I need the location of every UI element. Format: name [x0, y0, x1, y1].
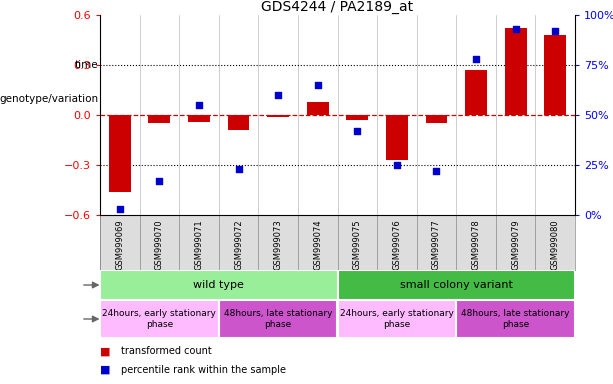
Text: percentile rank within the sample: percentile rank within the sample: [121, 365, 286, 375]
Text: GSM999080: GSM999080: [550, 219, 560, 270]
Text: time: time: [74, 60, 98, 70]
Bar: [338, 300, 456, 338]
Text: GSM999079: GSM999079: [511, 219, 520, 270]
Text: GSM999077: GSM999077: [432, 219, 441, 270]
Bar: [267, 115, 289, 117]
Text: GSM999073: GSM999073: [273, 219, 283, 270]
Text: 48hours, late stationary
phase: 48hours, late stationary phase: [462, 309, 570, 329]
Bar: [109, 115, 131, 192]
Bar: [148, 115, 170, 123]
Bar: [425, 115, 447, 123]
Text: GSM999078: GSM999078: [471, 219, 481, 270]
Bar: [504, 28, 527, 115]
Text: 24hours, early stationary
phase: 24hours, early stationary phase: [340, 309, 454, 329]
Bar: [346, 115, 368, 120]
Text: transformed count: transformed count: [121, 346, 212, 356]
Text: GSM999072: GSM999072: [234, 219, 243, 270]
Bar: [219, 300, 338, 338]
Bar: [100, 270, 338, 300]
Text: 24hours, early stationary
phase: 24hours, early stationary phase: [102, 309, 216, 329]
Text: GSM999070: GSM999070: [155, 219, 164, 270]
Text: wild type: wild type: [193, 280, 244, 290]
Bar: [100, 300, 219, 338]
Text: 48hours, late stationary
phase: 48hours, late stationary phase: [224, 309, 332, 329]
Text: GSM999069: GSM999069: [115, 219, 124, 270]
Point: [313, 82, 322, 88]
Text: GSM999071: GSM999071: [194, 219, 204, 270]
Bar: [386, 115, 408, 160]
Point: [550, 28, 560, 34]
Point: [392, 162, 402, 168]
Bar: [227, 115, 249, 130]
Point: [273, 92, 283, 98]
Text: GSM999074: GSM999074: [313, 219, 322, 270]
Bar: [465, 70, 487, 115]
Point: [194, 102, 204, 108]
Text: small colony variant: small colony variant: [400, 280, 512, 290]
Text: GSM999075: GSM999075: [353, 219, 362, 270]
Text: genotype/variation: genotype/variation: [0, 94, 98, 104]
Point: [115, 206, 124, 212]
Title: GDS4244 / PA2189_at: GDS4244 / PA2189_at: [261, 0, 414, 14]
Bar: [307, 102, 329, 115]
Point: [432, 168, 441, 174]
Bar: [456, 300, 575, 338]
Bar: [544, 35, 566, 115]
Text: GSM999076: GSM999076: [392, 219, 402, 270]
Bar: [188, 115, 210, 122]
Text: ■: ■: [100, 365, 110, 375]
Point: [352, 128, 362, 134]
Point: [471, 56, 481, 62]
Text: ■: ■: [100, 346, 110, 356]
Point: [511, 26, 520, 32]
Point: [234, 166, 243, 172]
Point: [154, 178, 164, 184]
Bar: [338, 270, 575, 300]
